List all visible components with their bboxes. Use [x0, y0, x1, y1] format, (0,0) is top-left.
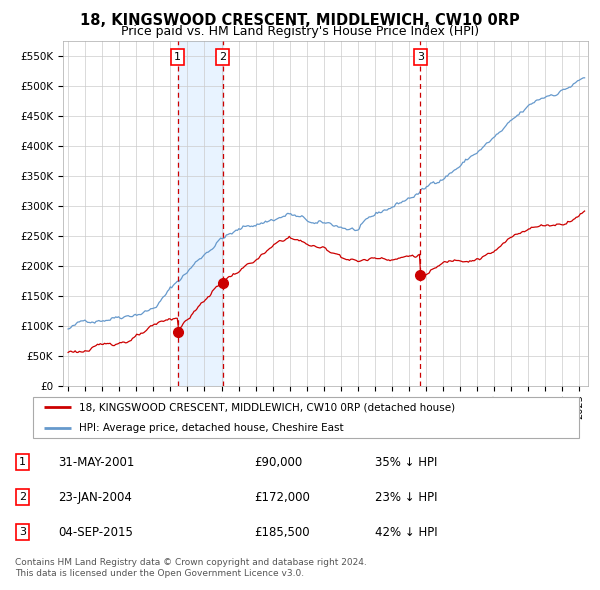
Text: £172,000: £172,000 [254, 490, 310, 504]
Text: 2: 2 [19, 492, 26, 502]
Text: 18, KINGSWOOD CRESCENT, MIDDLEWICH, CW10 0RP (detached house): 18, KINGSWOOD CRESCENT, MIDDLEWICH, CW10… [79, 402, 455, 412]
Text: 31-MAY-2001: 31-MAY-2001 [58, 455, 134, 468]
Text: 04-SEP-2015: 04-SEP-2015 [58, 526, 133, 539]
Text: 42% ↓ HPI: 42% ↓ HPI [375, 526, 437, 539]
Text: 23% ↓ HPI: 23% ↓ HPI [375, 490, 437, 504]
Text: £90,000: £90,000 [254, 455, 302, 468]
Bar [178, 41, 223, 386]
Text: HPI: Average price, detached house, Cheshire East: HPI: Average price, detached house, Ches… [79, 422, 343, 432]
Text: 3: 3 [417, 52, 424, 62]
Text: 18, KINGSWOOD CRESCENT, MIDDLEWICH, CW10 0RP: 18, KINGSWOOD CRESCENT, MIDDLEWICH, CW10… [80, 13, 520, 28]
Text: 1: 1 [19, 457, 26, 467]
Text: £185,500: £185,500 [254, 526, 310, 539]
Text: 1: 1 [174, 52, 181, 62]
Text: 35% ↓ HPI: 35% ↓ HPI [375, 455, 437, 468]
Text: 23-JAN-2004: 23-JAN-2004 [58, 490, 132, 504]
Text: 3: 3 [19, 527, 26, 537]
Text: Contains HM Land Registry data © Crown copyright and database right 2024.: Contains HM Land Registry data © Crown c… [15, 558, 367, 566]
FancyBboxPatch shape [33, 397, 579, 438]
Text: This data is licensed under the Open Government Licence v3.0.: This data is licensed under the Open Gov… [15, 569, 304, 578]
Text: Price paid vs. HM Land Registry's House Price Index (HPI): Price paid vs. HM Land Registry's House … [121, 25, 479, 38]
Text: 2: 2 [219, 52, 226, 62]
